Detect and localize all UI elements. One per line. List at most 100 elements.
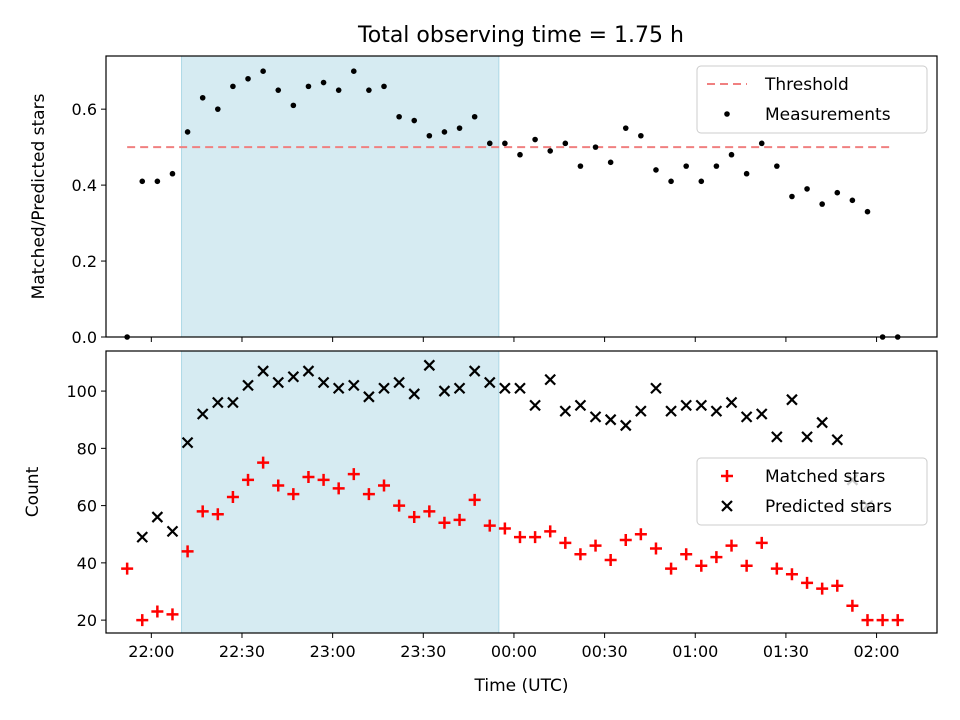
matched-stars-point	[544, 525, 557, 538]
measurement-point	[169, 170, 176, 177]
predicted-stars-point	[181, 436, 194, 449]
predicted-stars-point	[604, 413, 617, 426]
measurement-point	[199, 94, 206, 101]
measurement-point	[184, 129, 191, 135]
measurement-point	[577, 163, 584, 169]
predicted-stars-point	[393, 376, 405, 389]
predicted-stars-point	[786, 393, 798, 406]
matched-stars-point	[619, 533, 632, 546]
matched-stars-point	[378, 479, 391, 492]
matched-stars-point	[226, 491, 239, 504]
predicted-stars-point	[619, 419, 632, 432]
predicted-stars-point	[348, 379, 360, 392]
predicted-stars-point	[317, 376, 330, 389]
measurement-point	[789, 193, 795, 200]
predicted-stars-point	[831, 433, 844, 446]
measurement-point	[683, 163, 689, 169]
predicted-stars-point	[801, 431, 813, 443]
predicted-stars-point	[650, 382, 662, 394]
predicted-stars-point	[332, 382, 345, 394]
matched-stars-point	[649, 542, 662, 555]
matched-stars-point	[362, 488, 375, 501]
predicted-stars-point	[483, 376, 496, 389]
legend-matched-swatch	[721, 470, 733, 482]
measurement-point	[532, 136, 538, 143]
matched-stars-point	[559, 536, 572, 549]
measurement-point	[849, 197, 856, 204]
measurement-point	[607, 159, 614, 166]
matched-stars-point	[136, 614, 149, 627]
matched-stars-point	[287, 488, 300, 501]
matched-stars-point	[317, 473, 330, 486]
matched-stars-point	[347, 468, 360, 481]
matched-stars-point	[257, 456, 270, 469]
predicted-stars-point	[816, 416, 828, 429]
x-tick-label: 22:30	[219, 642, 265, 661]
measurement-point	[668, 178, 674, 185]
matched-stars-point	[211, 508, 224, 521]
y-tick-label: 0.0	[72, 328, 97, 347]
predicted-stars-point	[725, 396, 738, 409]
measurement-point	[819, 201, 825, 207]
x-tick-label: 00:00	[491, 642, 537, 661]
matched-stars-point	[876, 614, 889, 627]
matched-stars-point	[423, 505, 436, 518]
legend-measurements-swatch	[724, 111, 730, 117]
matched-stars-point	[332, 482, 345, 495]
predicted-stars-point	[227, 396, 239, 409]
observing-window-shade	[181, 55, 500, 338]
matched-stars-point	[166, 608, 179, 621]
legend-box	[696, 65, 928, 134]
legend-matched-label: Matched stars	[765, 467, 885, 487]
axes-frame	[105, 55, 938, 338]
matched-stars-point	[770, 562, 783, 575]
matched-stars-point	[151, 605, 164, 618]
measurement-point	[456, 125, 463, 131]
y-tick-label: 0.4	[72, 176, 97, 195]
predicted-stars-point	[559, 405, 572, 417]
measurement-point	[517, 151, 523, 158]
measurement-point	[426, 132, 433, 139]
predicted-stars-point	[363, 391, 375, 403]
x-tick-label: 01:00	[672, 642, 718, 661]
matched-stars-point	[438, 516, 451, 529]
matched-stars-point	[574, 548, 587, 561]
predicted-stars-point	[438, 385, 451, 397]
measurement-point	[638, 132, 644, 139]
predicted-stars-point	[212, 396, 224, 409]
measurement-point	[139, 178, 146, 185]
measurement-point	[698, 178, 705, 185]
matched-stars-point	[634, 528, 647, 541]
measurement-point	[486, 140, 493, 147]
predicted-stars-point	[529, 399, 541, 412]
matched-stars-point	[725, 539, 738, 552]
measurement-point	[864, 208, 871, 215]
observing-window-shade	[181, 350, 500, 634]
matched-stars-point	[695, 559, 708, 572]
legend-measurements-label: Measurements	[765, 105, 891, 125]
x-axis-label: Time (UTC)	[474, 676, 569, 696]
measurement-point	[320, 79, 327, 86]
matched-stars-point	[891, 614, 904, 627]
measurement-point	[366, 87, 372, 93]
matched-stars-point	[846, 599, 859, 612]
measurement-point	[411, 117, 418, 124]
measurement-point	[728, 151, 735, 158]
matched-stars-point	[196, 505, 209, 518]
matched-stars-point	[816, 582, 829, 595]
predicted-stars-point	[302, 365, 315, 377]
matched-stars-point	[498, 522, 511, 535]
measurement-point	[774, 163, 780, 169]
matched-stars-point	[680, 548, 693, 561]
matched-stars-point	[785, 568, 798, 581]
y-tick-label: 0.6	[72, 100, 97, 119]
x-tick-label: 22:00	[128, 642, 174, 661]
legend-threshold-label: Threshold	[764, 75, 849, 95]
measurement-point	[713, 163, 720, 169]
matched-stars-point	[710, 551, 723, 564]
measurement-point	[592, 144, 599, 150]
matched-stars-point	[393, 499, 406, 512]
measurement-point	[471, 113, 478, 120]
matched-stars-point	[483, 519, 496, 532]
predicted-stars-point	[514, 382, 526, 394]
